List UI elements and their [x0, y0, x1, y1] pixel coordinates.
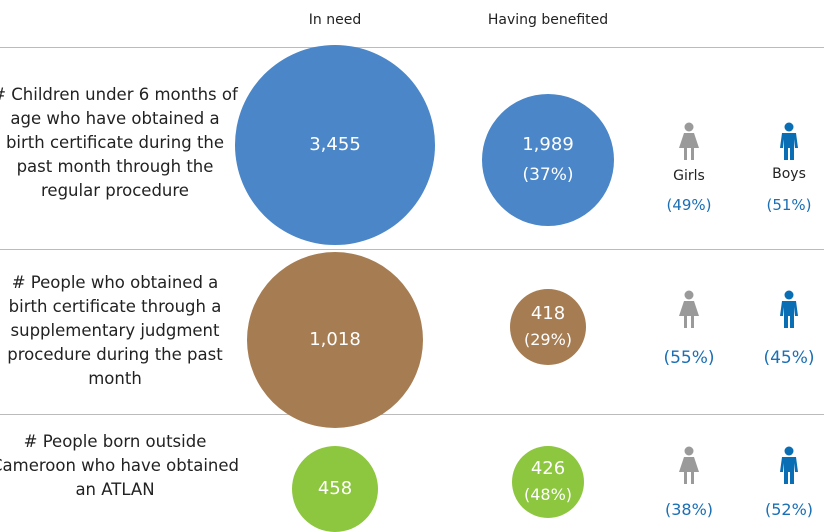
benefited-share: (37%) — [522, 165, 574, 185]
benefited-value: 418 — [530, 303, 566, 324]
benefited-value: 1,989 — [522, 134, 574, 155]
girl-icon — [679, 290, 699, 328]
in-need-value: 3,455 — [309, 134, 361, 155]
boy-icon — [780, 290, 798, 328]
row-label: # People who obtained a birth certificat… — [7, 273, 223, 388]
boys-share: (51%) — [766, 196, 812, 214]
header-benefited: Having benefited — [487, 12, 609, 28]
in-need-circle: 458 — [292, 446, 378, 532]
benefited-circle: 426 (48%) — [512, 446, 584, 518]
boy-icon — [780, 122, 798, 160]
in-need-value: 1,018 — [309, 329, 361, 350]
benefited-share: (48%) — [523, 485, 573, 504]
in-need-circle: 1,018 — [247, 252, 423, 428]
girls-share: (55%) — [663, 348, 715, 368]
benefited-circle: 1,989 (37%) — [482, 94, 614, 226]
benefited-value: 426 — [530, 458, 566, 479]
benefited-circle: 418 (29%) — [510, 289, 586, 365]
separator — [0, 47, 824, 48]
girls-label: Girls — [673, 168, 705, 184]
separator — [0, 249, 824, 250]
girl-icon — [679, 122, 699, 160]
boys-share: (45%) — [763, 348, 815, 368]
in-need-value: 458 — [317, 478, 353, 499]
boy-icon — [780, 446, 798, 484]
girls-share: (49%) — [666, 196, 712, 214]
boys-share: (52%) — [764, 500, 814, 519]
header-in-need: In need — [308, 12, 362, 28]
boys-label: Boys — [772, 166, 806, 182]
row-label: # Children under 6 months of age who hav… — [0, 85, 238, 200]
girl-icon — [679, 446, 699, 484]
row-label: # People born outside Cameroon who have … — [0, 432, 239, 499]
in-need-circle: 3,455 — [235, 45, 435, 245]
separator — [0, 414, 824, 415]
girls-share: (38%) — [664, 500, 714, 519]
benefited-share: (29%) — [523, 330, 573, 349]
